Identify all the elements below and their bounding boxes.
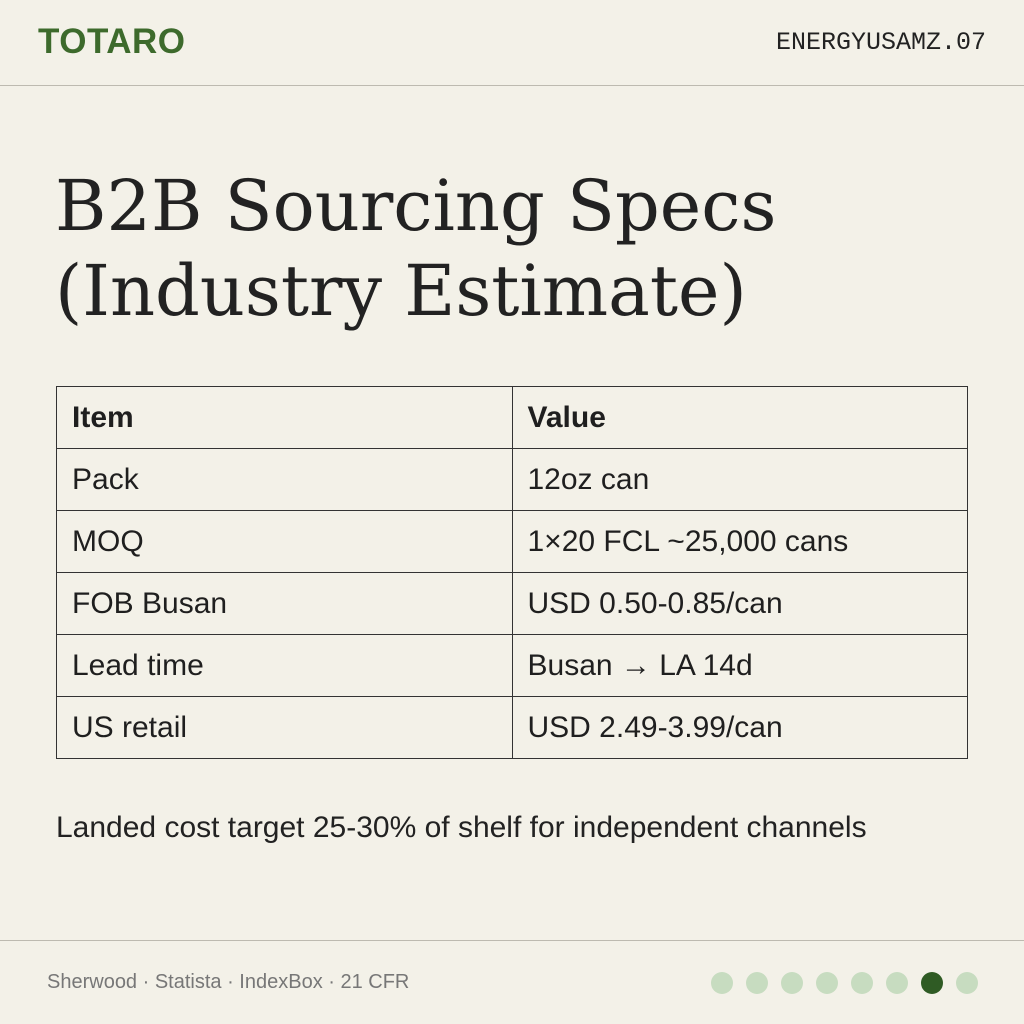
item-cell: MOQ <box>56 510 513 573</box>
header-row: Item Value <box>56 386 968 449</box>
spec-table: Item Value Pack 12oz can MOQ 1×20 FCL ~25,00… <box>56 386 968 759</box>
item-cell: FOB Busan <box>56 572 513 635</box>
item-cell: Lead time <box>56 634 513 697</box>
header-cell: Value <box>511 386 968 449</box>
note: Landed cost target 25-30% of shelf for i… <box>56 811 867 844</box>
page-dot[interactable] <box>781 972 803 994</box>
page-dot[interactable] <box>816 972 838 994</box>
page-dot-active[interactable] <box>921 972 943 994</box>
slide-code: ENERGYUSAMZ.07 <box>775 28 986 57</box>
title-line: B2B Sourcing Specs <box>55 165 777 247</box>
page-dot[interactable] <box>711 972 733 994</box>
divider <box>0 85 1024 86</box>
table-row: FOB Busan USD 0.50-0.85/can <box>56 572 968 635</box>
table-row: Lead time Busan → LA 14d <box>56 634 968 697</box>
title-line: (Industry Estimate) <box>55 250 747 332</box>
page-dot[interactable] <box>886 972 908 994</box>
sources: Sherwood · Statista · IndexBox · 21 CFR <box>47 971 410 993</box>
value-cell: USD 2.49-3.99/can <box>511 696 968 759</box>
page-dot[interactable] <box>956 972 978 994</box>
item-cell: Pack <box>56 448 513 511</box>
brand: TOTARO <box>38 22 186 61</box>
value-cell: Busan → LA 14d <box>511 634 968 697</box>
value-cell: USD 0.50-0.85/can <box>511 572 968 635</box>
value-cell: 12oz can <box>511 448 968 511</box>
page-dot[interactable] <box>851 972 873 994</box>
pagination <box>711 972 978 994</box>
divider <box>0 940 1024 941</box>
table-row: MOQ 1×20 FCL ~25,000 cans <box>56 510 968 573</box>
table-row: Pack 12oz can <box>56 448 968 511</box>
item-cell: US retail <box>56 696 513 759</box>
value-cell: 1×20 FCL ~25,000 cans <box>511 510 968 573</box>
table-row: US retail USD 2.49-3.99/can <box>56 696 968 759</box>
header-cell: Item <box>56 386 513 449</box>
page-dot[interactable] <box>746 972 768 994</box>
